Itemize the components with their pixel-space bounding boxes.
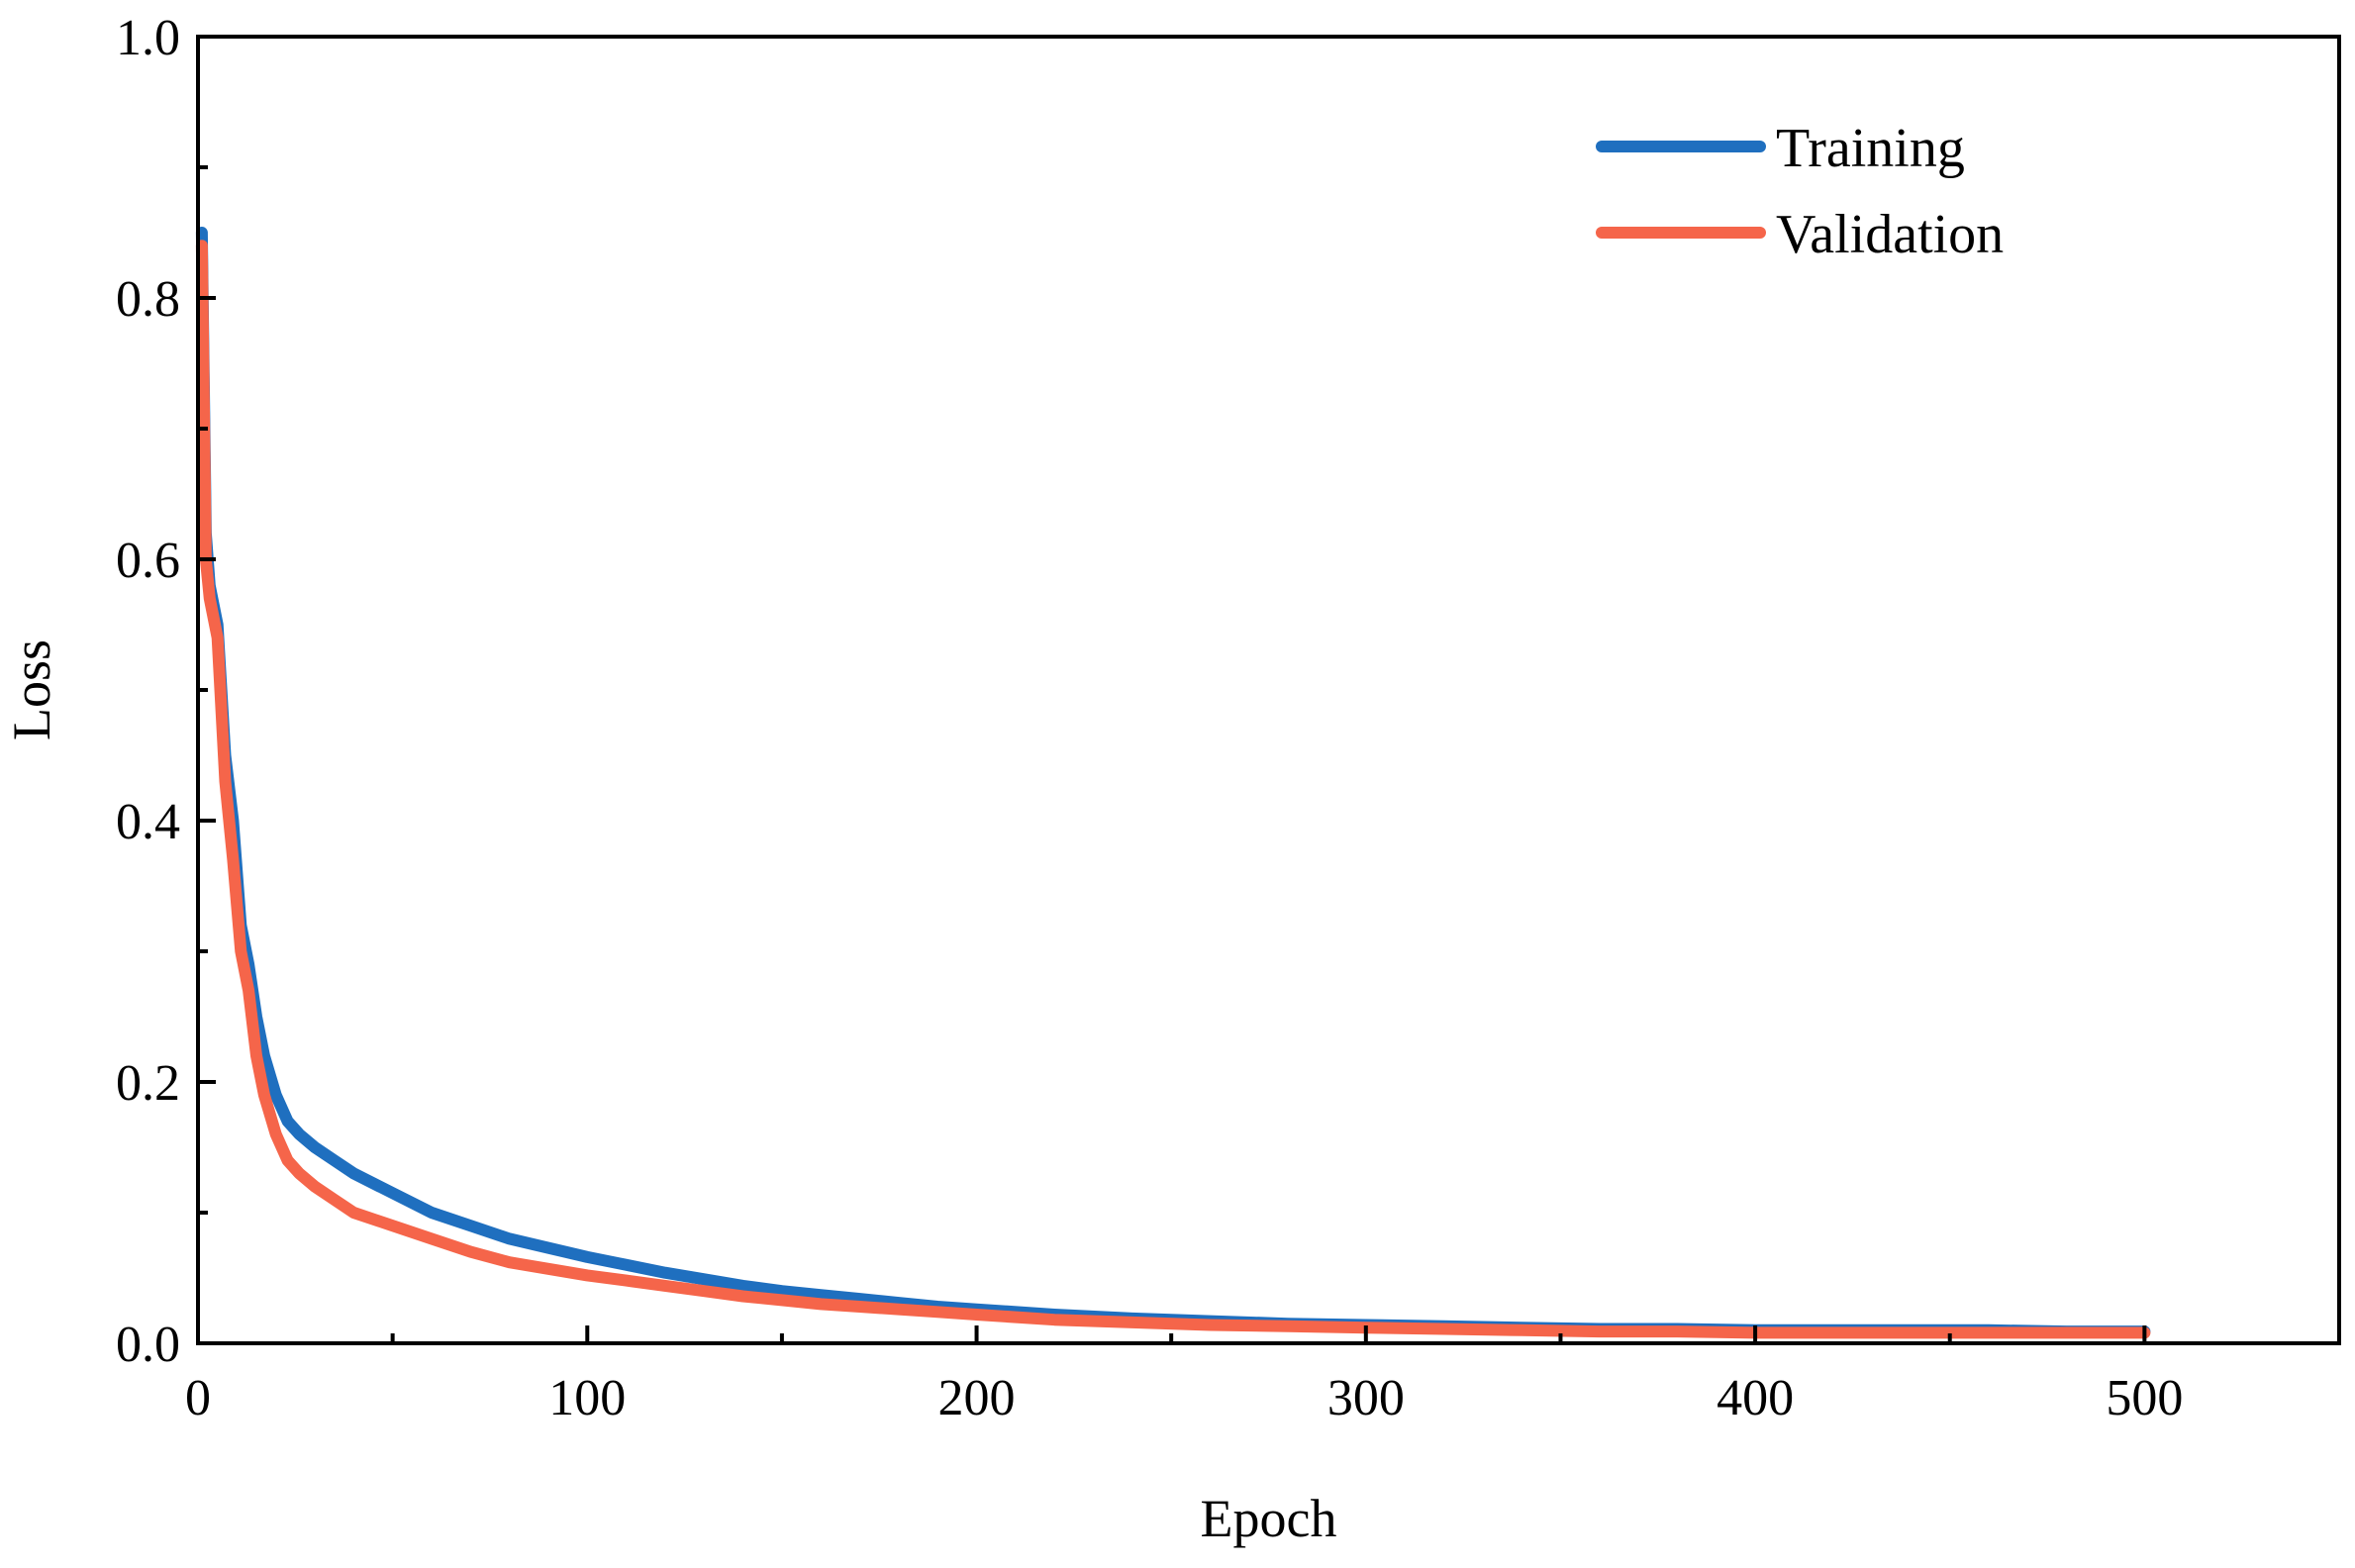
x-tick-label: 500 [2106, 1370, 2183, 1426]
y-axis-title: Loss [2, 639, 61, 740]
x-axis-title: Epoch [1201, 1489, 1337, 1548]
y-tick-label: 0.4 [116, 794, 180, 850]
y-tick-label: 0.8 [116, 271, 180, 328]
y-tick-label: 0.6 [116, 533, 180, 589]
x-tick-label: 300 [1327, 1370, 1405, 1426]
plot-frame [196, 35, 2341, 1345]
series-line-validation [195, 240, 2151, 1339]
y-tick-label: 1.0 [116, 10, 180, 66]
x-tick-label: 200 [938, 1370, 1016, 1426]
y-tick-label: 0.2 [116, 1055, 180, 1112]
legend-label-training: Training [1776, 118, 1965, 179]
y-tick-label: 0.0 [116, 1317, 180, 1373]
x-tick-label: 400 [1717, 1370, 1794, 1426]
x-tick-label: 0 [185, 1370, 211, 1426]
x-tick-label: 100 [548, 1370, 626, 1426]
legend-label-validation: Validation [1776, 204, 2004, 265]
labels-layer: 0 100 200 300 400 500 0.0 0.2 0.4 0.6 0.8 1.0 [116, 10, 2183, 1426]
legend: Training Validation [1596, 118, 2004, 265]
series-layer [195, 227, 2151, 1339]
